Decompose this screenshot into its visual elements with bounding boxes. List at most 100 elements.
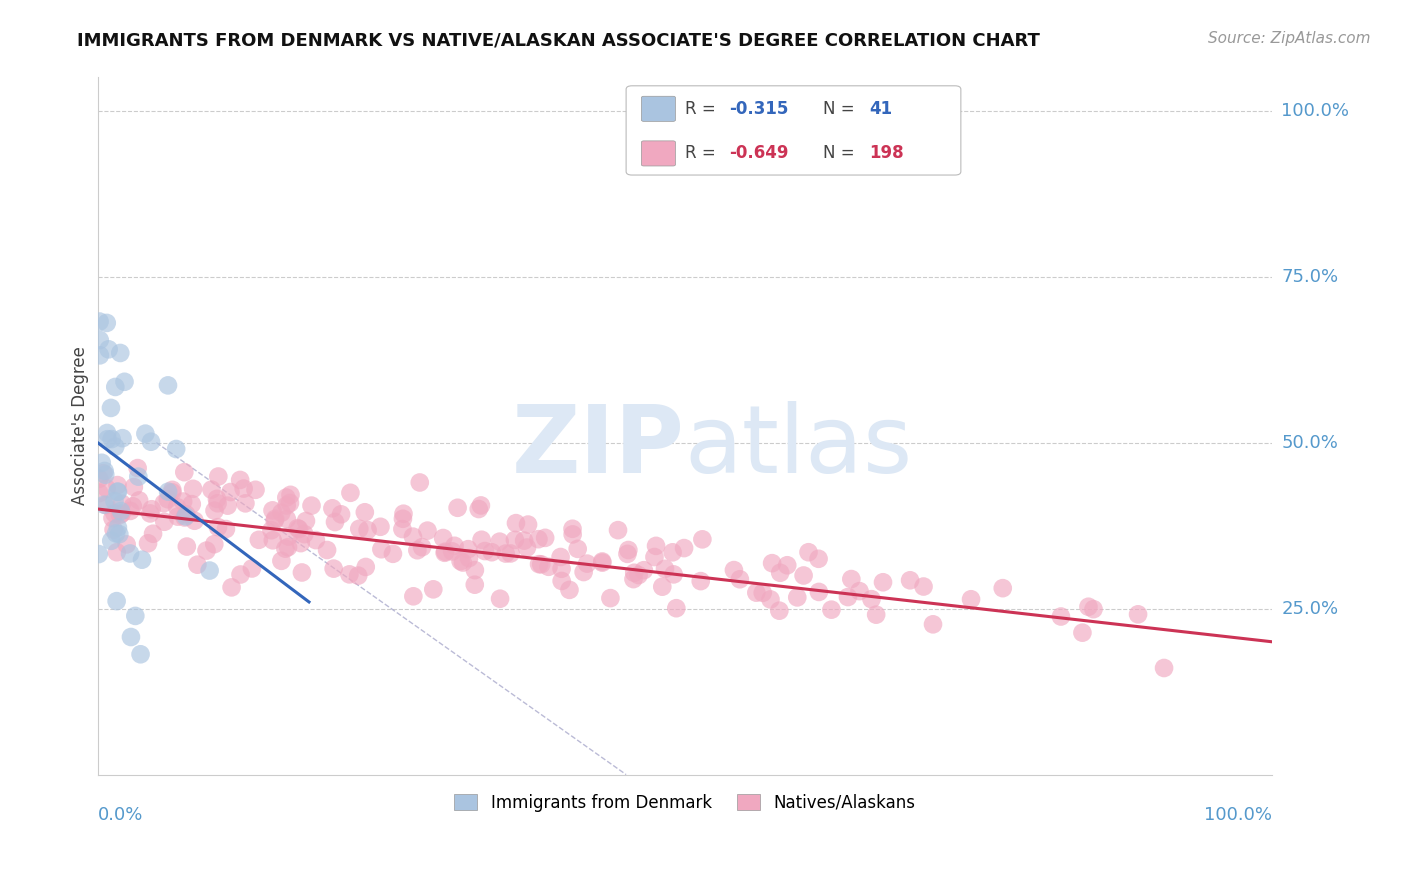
Point [217, 499, 239, 513]
Point [270, 554, 292, 568]
Text: 198: 198 [869, 145, 904, 162]
Text: ZIP: ZIP [512, 401, 685, 493]
Point [433, 546, 456, 560]
Point [183, 514, 205, 528]
Point [96, 482, 118, 496]
Point [470, 499, 492, 513]
Point [157, 484, 180, 499]
Point [91, 467, 114, 481]
Text: 25.0%: 25.0% [1281, 599, 1339, 617]
Point [464, 577, 486, 591]
Point [567, 541, 589, 556]
Point [89, 348, 111, 362]
Point [513, 533, 536, 548]
Point [1050, 609, 1073, 624]
Point [347, 568, 370, 582]
Point [643, 549, 665, 564]
Point [174, 509, 197, 524]
Point [457, 542, 479, 557]
Point [441, 544, 464, 558]
Point [561, 522, 583, 536]
Point [262, 533, 284, 548]
Point [120, 504, 142, 518]
Text: N =: N = [824, 100, 860, 118]
Point [277, 540, 299, 554]
Point [141, 502, 163, 516]
Point [516, 541, 538, 555]
Point [572, 565, 595, 579]
Point [654, 562, 676, 576]
Text: atlas: atlas [685, 401, 912, 493]
Point [761, 556, 783, 570]
FancyBboxPatch shape [641, 141, 675, 166]
Point [240, 561, 263, 575]
Point [276, 512, 298, 526]
Point [94, 498, 117, 512]
Point [517, 517, 540, 532]
Point [165, 442, 187, 456]
Text: 100.0%: 100.0% [1281, 102, 1350, 120]
Point [786, 591, 808, 605]
Point [173, 465, 195, 479]
Point [245, 483, 267, 497]
Point [124, 608, 146, 623]
Point [505, 516, 527, 530]
Point [198, 564, 221, 578]
Point [96, 316, 118, 330]
Point [912, 580, 935, 594]
Point [260, 523, 283, 537]
Point [111, 507, 134, 521]
Point [115, 537, 138, 551]
Point [1083, 602, 1105, 616]
Point [127, 469, 149, 483]
Point [467, 502, 489, 516]
Point [122, 480, 145, 494]
Point [751, 586, 773, 600]
Point [173, 510, 195, 524]
Point [127, 461, 149, 475]
Point [156, 492, 179, 507]
Point [807, 551, 830, 566]
Point [591, 554, 613, 568]
Point [276, 491, 298, 505]
Point [607, 523, 630, 537]
Point [692, 533, 714, 547]
FancyBboxPatch shape [641, 96, 675, 121]
Point [527, 557, 550, 571]
Point [128, 493, 150, 508]
Point [105, 594, 128, 608]
Point [471, 533, 494, 547]
Point [264, 512, 287, 526]
Point [278, 496, 301, 510]
Point [114, 375, 136, 389]
Point [623, 566, 645, 580]
Point [162, 485, 184, 500]
Point [107, 520, 129, 534]
Point [204, 503, 226, 517]
Point [530, 558, 553, 572]
Point [837, 590, 859, 604]
Point [488, 534, 510, 549]
Point [550, 574, 572, 588]
Point [103, 494, 125, 508]
Point [274, 541, 297, 556]
Point [323, 515, 346, 529]
Point [103, 523, 125, 537]
Point [215, 522, 238, 536]
Point [156, 378, 179, 392]
Point [960, 592, 983, 607]
Point [616, 547, 638, 561]
Y-axis label: Associate's Degree: Associate's Degree [72, 347, 89, 506]
Point [270, 506, 292, 520]
Point [129, 647, 152, 661]
Point [446, 500, 468, 515]
FancyBboxPatch shape [626, 86, 960, 175]
Point [87, 547, 110, 561]
Point [807, 585, 830, 599]
Point [599, 591, 621, 606]
Point [391, 522, 413, 536]
Point [728, 572, 751, 586]
Point [550, 549, 572, 564]
Point [623, 572, 645, 586]
Point [96, 425, 118, 440]
